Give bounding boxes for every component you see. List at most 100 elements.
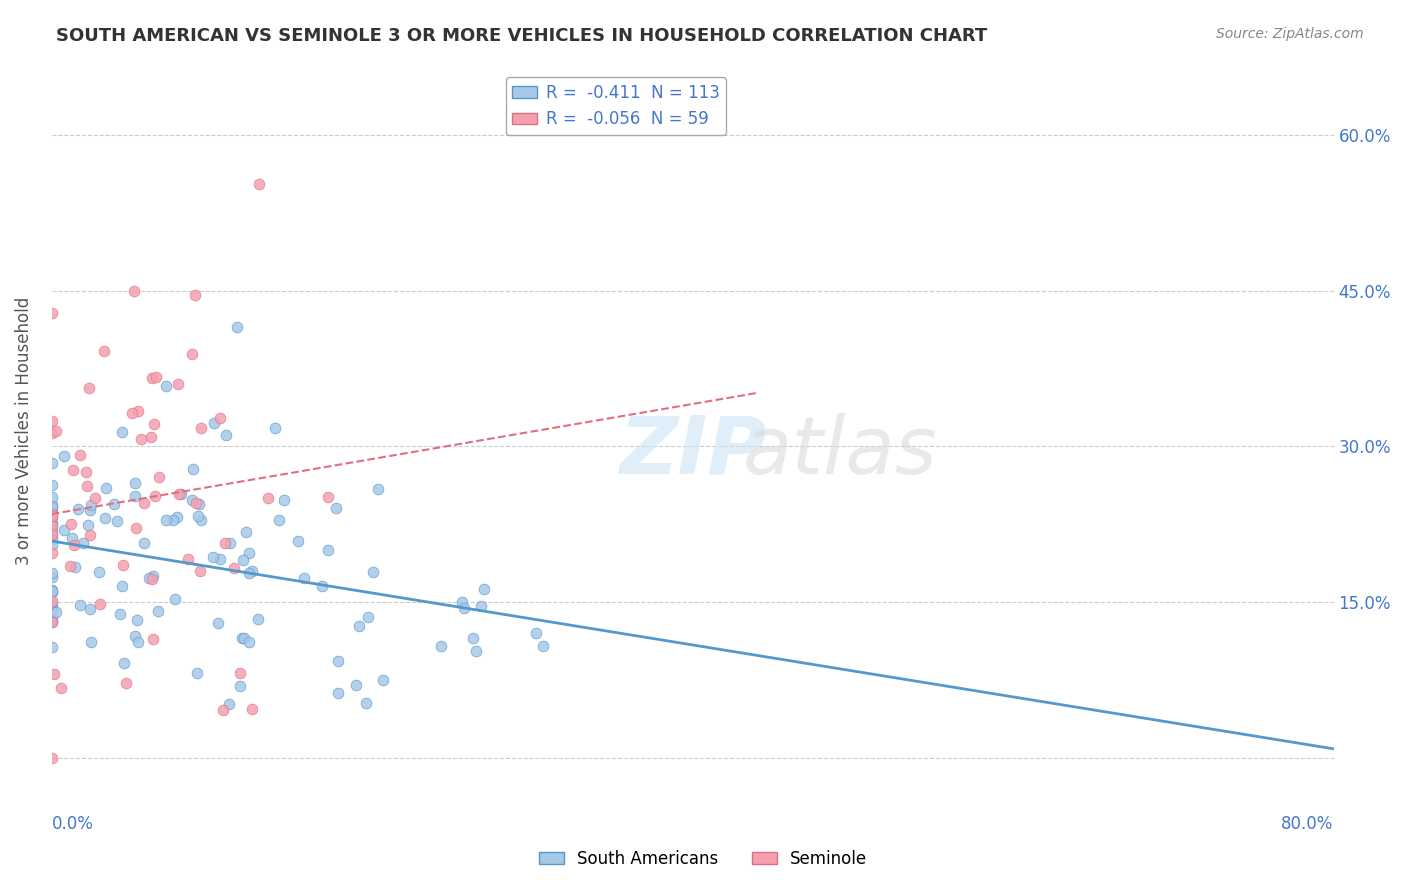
Point: [110, 607, 132, 622]
Point: [202, 417, 225, 431]
Point: [134, 535, 156, 549]
Text: Source: ZipAtlas.com: Source: ZipAtlas.com: [1216, 27, 1364, 41]
Point: [125, 613, 148, 627]
Point: [256, 491, 278, 505]
Point: [461, 631, 484, 645]
Point: [141, 371, 163, 385]
Point: [155, 513, 177, 527]
Point: [41, 501, 63, 516]
Point: [79, 601, 101, 615]
Point: [41, 615, 63, 629]
Point: [229, 679, 252, 693]
Point: [115, 676, 138, 690]
Point: [76, 479, 98, 493]
Point: [41, 566, 63, 581]
Point: [531, 640, 554, 654]
Point: [53, 449, 76, 463]
Text: atlas: atlas: [742, 413, 938, 491]
Point: [166, 509, 188, 524]
Text: SOUTH AMERICAN VS SEMINOLE 3 OR MORE VEHICLES IN HOUSEHOLD CORRELATION CHART: SOUTH AMERICAN VS SEMINOLE 3 OR MORE VEH…: [56, 27, 987, 45]
Point: [344, 678, 367, 692]
Point: [41, 498, 63, 512]
Point: [209, 551, 232, 566]
Point: [373, 673, 395, 687]
Point: [246, 612, 269, 626]
Point: [41, 516, 63, 531]
Point: [184, 288, 207, 302]
Point: [163, 592, 186, 607]
Point: [41, 584, 63, 599]
Point: [129, 432, 152, 446]
Point: [80, 634, 103, 648]
Point: [124, 284, 146, 298]
Point: [325, 501, 347, 516]
Point: [294, 570, 316, 584]
Point: [207, 615, 229, 630]
Point: [139, 430, 162, 444]
Point: [44, 667, 66, 681]
Point: [326, 686, 349, 700]
Point: [273, 492, 295, 507]
Point: [79, 503, 101, 517]
Point: [214, 536, 236, 550]
Point: [111, 578, 134, 592]
Legend: R =  -0.411  N = 113, R =  -0.056  N = 59: R = -0.411 N = 113, R = -0.056 N = 59: [506, 78, 725, 135]
Point: [201, 550, 224, 565]
Point: [181, 462, 204, 476]
Point: [218, 697, 240, 711]
Point: [238, 634, 260, 648]
Point: [59, 558, 82, 573]
Point: [41, 582, 63, 597]
Point: [247, 177, 270, 191]
Point: [41, 599, 63, 613]
Point: [238, 546, 260, 560]
Point: [219, 535, 242, 549]
Point: [240, 702, 263, 716]
Point: [212, 703, 235, 717]
Point: [177, 552, 200, 566]
Point: [41, 518, 63, 533]
Point: [87, 565, 110, 579]
Point: [186, 496, 208, 510]
Point: [41, 584, 63, 599]
Point: [41, 518, 63, 533]
Point: [450, 595, 472, 609]
Point: [470, 599, 492, 614]
Point: [354, 696, 377, 710]
Point: [356, 610, 378, 624]
Point: [41, 523, 63, 537]
Point: [224, 560, 246, 574]
Point: [146, 604, 169, 618]
Point: [162, 513, 184, 527]
Point: [51, 681, 73, 695]
Point: [190, 421, 212, 435]
Point: [155, 378, 177, 392]
Point: [89, 597, 111, 611]
Point: [472, 582, 495, 596]
Point: [41, 595, 63, 609]
Point: [311, 579, 333, 593]
Point: [232, 553, 254, 567]
Point: [132, 496, 155, 510]
Point: [361, 565, 384, 579]
Point: [41, 490, 63, 504]
Point: [41, 527, 63, 541]
Point: [235, 524, 257, 539]
Point: [124, 489, 146, 503]
Point: [121, 407, 143, 421]
Point: [464, 644, 486, 658]
Point: [103, 497, 125, 511]
Point: [367, 482, 389, 496]
Point: [41, 414, 63, 428]
Y-axis label: 3 or more Vehicles in Household: 3 or more Vehicles in Household: [15, 296, 32, 565]
Point: [225, 319, 247, 334]
Point: [142, 569, 165, 583]
Point: [238, 566, 260, 581]
Point: [112, 558, 135, 572]
Point: [41, 545, 63, 559]
Point: [41, 306, 63, 320]
Text: 0.0%: 0.0%: [52, 815, 94, 833]
Point: [167, 487, 190, 501]
Point: [188, 564, 211, 578]
Point: [41, 528, 63, 542]
